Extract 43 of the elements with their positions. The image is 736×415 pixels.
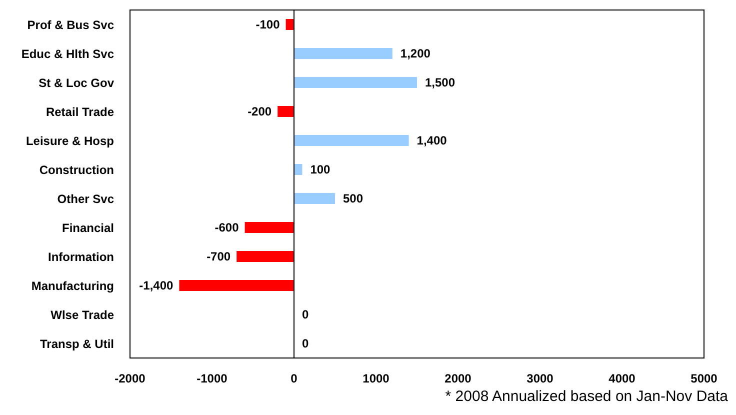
data-label: 0 bbox=[302, 308, 309, 322]
data-label: 100 bbox=[310, 162, 331, 177]
data-label: 0 bbox=[302, 336, 309, 351]
bar bbox=[244, 222, 294, 233]
y-tick-label: Construction bbox=[39, 162, 114, 177]
bar bbox=[294, 164, 302, 175]
x-tick-label: 4000 bbox=[608, 372, 636, 386]
data-label: -200 bbox=[248, 104, 272, 119]
y-tick-label: Manufacturing bbox=[31, 278, 114, 293]
data-label: 1,500 bbox=[425, 76, 456, 90]
y-tick-label: Leisure & Hosp bbox=[26, 134, 114, 148]
y-tick-label: Retail Trade bbox=[46, 104, 114, 119]
x-tick-label: 1000 bbox=[362, 372, 390, 386]
data-label: -700 bbox=[206, 250, 231, 264]
data-label: -100 bbox=[256, 18, 280, 32]
y-tick-label: Financial bbox=[62, 220, 114, 235]
bar bbox=[294, 77, 417, 88]
y-tick-label: Educ & Hlth Svc bbox=[21, 46, 114, 61]
y-tick-label: Other Svc bbox=[57, 192, 114, 206]
data-label: 500 bbox=[343, 192, 364, 206]
bar bbox=[286, 19, 294, 30]
y-tick-label: Wlse Trade bbox=[50, 308, 114, 322]
bar bbox=[278, 106, 294, 117]
x-tick-label: 2000 bbox=[444, 372, 472, 386]
x-tick-label: 0 bbox=[290, 372, 298, 386]
x-tick-label: -2000 bbox=[114, 372, 146, 386]
y-tick-label: Information bbox=[48, 250, 114, 264]
bar bbox=[294, 193, 335, 204]
bar bbox=[179, 280, 294, 291]
x-tick-label: -1000 bbox=[196, 372, 228, 386]
y-tick-label: Transp & Util bbox=[40, 336, 114, 351]
bar bbox=[236, 251, 294, 262]
bar bbox=[294, 48, 392, 59]
y-tick-label: Prof & Bus Svc bbox=[27, 18, 114, 32]
bar bbox=[294, 135, 409, 146]
data-label: -1,400 bbox=[139, 278, 174, 293]
data-label: 1,400 bbox=[416, 134, 448, 148]
y-tick-label: St & Loc Gov bbox=[38, 76, 114, 90]
data-label: 1,200 bbox=[400, 46, 431, 61]
x-tick-label: 3000 bbox=[526, 372, 554, 386]
data-label: -600 bbox=[214, 220, 240, 235]
x-tick-label: 5000 bbox=[690, 372, 718, 386]
text: * 2008 Annualized based on Jan-Nov Data bbox=[445, 388, 728, 405]
